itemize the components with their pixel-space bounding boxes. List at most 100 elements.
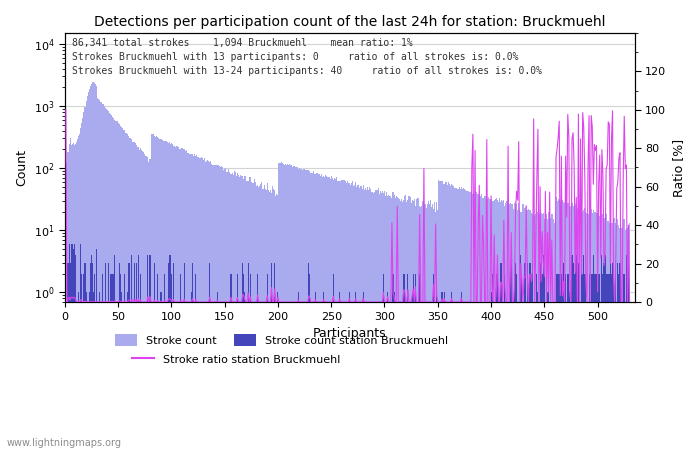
- Bar: [536, 209, 538, 450]
- Bar: [601, 255, 603, 450]
- Bar: [473, 193, 475, 450]
- Bar: [393, 292, 395, 450]
- Bar: [510, 203, 511, 450]
- Bar: [554, 223, 556, 450]
- Bar: [269, 192, 270, 450]
- Bar: [462, 189, 463, 450]
- Bar: [628, 230, 629, 450]
- Bar: [595, 274, 596, 450]
- Bar: [201, 157, 202, 450]
- Stroke ratio station Bruckmuehl: [625, 299, 634, 305]
- Bar: [560, 292, 561, 450]
- Bar: [171, 143, 172, 450]
- Bar: [607, 274, 608, 450]
- Bar: [128, 263, 130, 450]
- Bar: [75, 255, 76, 450]
- Bar: [216, 292, 218, 450]
- Bar: [344, 181, 346, 450]
- Bar: [407, 200, 409, 450]
- Bar: [502, 201, 503, 450]
- Bar: [552, 214, 554, 450]
- Bar: [395, 197, 397, 450]
- Bar: [598, 214, 599, 450]
- Bar: [112, 117, 113, 450]
- Bar: [73, 143, 74, 450]
- Bar: [517, 210, 518, 450]
- Bar: [612, 223, 613, 450]
- Bar: [77, 139, 78, 450]
- Bar: [102, 274, 103, 450]
- Bar: [332, 180, 334, 450]
- Bar: [626, 255, 627, 450]
- Bar: [355, 292, 356, 450]
- Bar: [367, 187, 368, 450]
- Bar: [297, 166, 298, 450]
- Bar: [222, 167, 223, 450]
- Bar: [587, 214, 589, 450]
- Bar: [111, 274, 112, 450]
- Bar: [284, 165, 285, 450]
- Bar: [224, 169, 225, 450]
- Bar: [565, 202, 566, 450]
- Bar: [157, 274, 158, 450]
- Bar: [250, 274, 251, 450]
- Bar: [113, 118, 114, 450]
- Bar: [223, 171, 224, 450]
- Text: www.lightningmaps.org: www.lightningmaps.org: [7, 437, 122, 447]
- Bar: [234, 172, 236, 450]
- Bar: [66, 162, 67, 450]
- Bar: [496, 274, 497, 450]
- Bar: [162, 140, 163, 450]
- Bar: [257, 274, 258, 450]
- Bar: [534, 216, 536, 450]
- Bar: [127, 292, 128, 450]
- Bar: [232, 175, 234, 450]
- Bar: [193, 156, 195, 450]
- Bar: [433, 209, 434, 450]
- Bar: [157, 137, 158, 450]
- Bar: [608, 221, 609, 450]
- Bar: [526, 210, 528, 450]
- Bar: [338, 180, 339, 450]
- Bar: [120, 127, 122, 450]
- Bar: [606, 214, 607, 450]
- Bar: [597, 292, 598, 450]
- Bar: [613, 274, 614, 450]
- Bar: [540, 213, 542, 450]
- Bar: [385, 196, 386, 450]
- Bar: [257, 185, 258, 450]
- Bar: [214, 165, 216, 450]
- Bar: [211, 164, 212, 450]
- Bar: [500, 202, 501, 450]
- Bar: [114, 255, 116, 450]
- Bar: [308, 263, 309, 450]
- Bar: [369, 187, 370, 450]
- Bar: [118, 124, 120, 450]
- Bar: [565, 274, 566, 450]
- Bar: [497, 274, 498, 450]
- Bar: [483, 198, 484, 450]
- Bar: [449, 184, 450, 450]
- Bar: [435, 212, 436, 450]
- Bar: [140, 274, 141, 450]
- Bar: [266, 189, 267, 450]
- Bar: [419, 274, 420, 450]
- Bar: [241, 176, 242, 450]
- Bar: [603, 263, 605, 450]
- Bar: [267, 274, 268, 450]
- Bar: [310, 173, 312, 450]
- Bar: [143, 152, 144, 450]
- Bar: [319, 174, 320, 450]
- Bar: [253, 183, 254, 450]
- Bar: [210, 162, 211, 450]
- Bar: [549, 212, 550, 450]
- Bar: [271, 263, 272, 450]
- Bar: [192, 263, 193, 450]
- Bar: [404, 196, 405, 450]
- Bar: [324, 176, 326, 450]
- Bar: [414, 199, 415, 450]
- Bar: [624, 274, 625, 450]
- Bar: [403, 200, 404, 450]
- Bar: [88, 92, 89, 450]
- Bar: [349, 183, 350, 450]
